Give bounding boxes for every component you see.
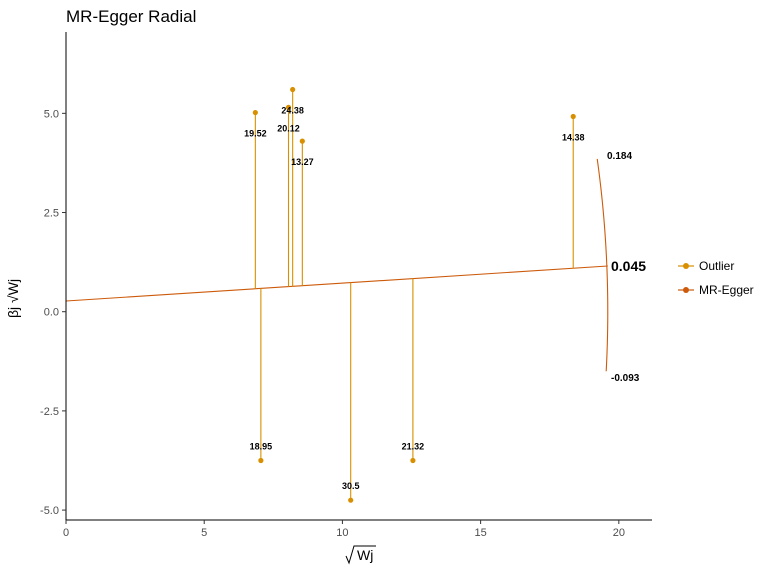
outlier-point-label: 19.52 bbox=[244, 129, 267, 139]
plot-area: 0.184 0.045 -0.093 19.52 18.95 20.12 24.38 13.2… bbox=[65, 86, 646, 503]
outlier-point bbox=[290, 86, 296, 93]
outlier-point-label: 21.32 bbox=[402, 441, 425, 451]
x-axis-sqrt-symbol bbox=[345, 545, 376, 565]
legend-key-egger-point bbox=[683, 287, 689, 293]
y-tick-label: -2.5 bbox=[40, 406, 59, 418]
legend: Outlier MR-Egger bbox=[678, 259, 754, 297]
y-tick-label: 0.0 bbox=[44, 307, 59, 319]
outlier-point bbox=[348, 497, 354, 503]
legend-item-outlier: Outlier bbox=[678, 259, 734, 273]
y-axis-label: βj √Wj bbox=[5, 279, 21, 318]
legend-label-outlier: Outlier bbox=[699, 259, 734, 273]
x-axis-label: Wj bbox=[345, 545, 376, 565]
outlier-point-label: 30.5 bbox=[342, 481, 360, 491]
x-tick-label: 0 bbox=[63, 527, 69, 539]
x-tick-label: 10 bbox=[336, 527, 348, 539]
y-axis-label-text: βj √Wj bbox=[5, 279, 21, 318]
chart-title: MR-Egger Radial bbox=[66, 7, 196, 26]
y-tick-label: 5.0 bbox=[44, 108, 59, 120]
legend-label-mr-egger: MR-Egger bbox=[699, 283, 754, 297]
arc-label-top: 0.184 bbox=[607, 151, 632, 162]
x-axis-label-text: Wj bbox=[357, 547, 373, 563]
outlier-point bbox=[252, 109, 258, 116]
arc-label-bottom: -0.093 bbox=[611, 373, 640, 384]
outlier-point bbox=[258, 457, 264, 464]
outlier-point-label: 18.95 bbox=[250, 441, 273, 451]
outlier-point bbox=[570, 113, 576, 120]
outlier-point-label: 14.38 bbox=[562, 133, 585, 143]
x-tick-label: 15 bbox=[474, 527, 486, 539]
legend-item-mr-egger: MR-Egger bbox=[678, 283, 754, 297]
axes: 0 5 10 15 20 -5.0 -2.5 0.0 2.5 5.0 bbox=[40, 32, 652, 539]
outlier-point bbox=[285, 104, 292, 110]
outlier-point bbox=[410, 457, 416, 464]
legend-key-outlier-point bbox=[683, 263, 689, 269]
radial-arc bbox=[596, 158, 609, 372]
egger-fit-line bbox=[65, 265, 608, 302]
x-tick-label: 20 bbox=[613, 527, 625, 539]
outlier-point bbox=[299, 138, 305, 144]
arc-label-main: 0.045 bbox=[611, 258, 646, 274]
outlier-point-label: 13.27 bbox=[291, 157, 314, 167]
y-tick-label: 2.5 bbox=[44, 208, 59, 220]
outlier-point-label: 24.38 bbox=[281, 106, 304, 116]
x-tick-label: 5 bbox=[201, 527, 207, 539]
outlier-point-label: 20.12 bbox=[277, 123, 300, 133]
y-tick-label: -5.0 bbox=[40, 505, 59, 517]
